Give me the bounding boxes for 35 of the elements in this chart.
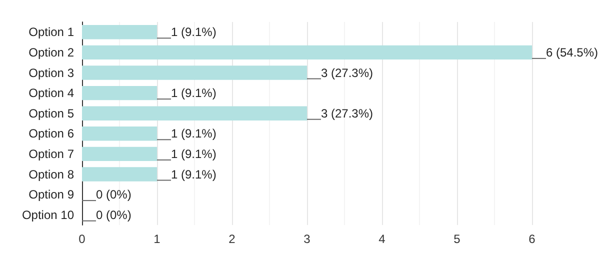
y-tick-label: Option 7	[28, 146, 74, 161]
data-label: 1 (9.1%)	[171, 86, 216, 100]
data-label: 6 (54.5%)	[546, 45, 598, 60]
x-tick-label: 0	[78, 232, 86, 246]
x-tick-label: 3	[304, 232, 311, 246]
data-label: 3 (27.3%)	[321, 106, 374, 120]
bar	[82, 86, 157, 100]
y-tick-label: Option 1	[28, 25, 74, 40]
y-tick-label: Option 10	[22, 208, 74, 222]
data-label: 1 (9.1%)	[171, 25, 216, 40]
y-tick-label: Option 5	[28, 106, 74, 120]
bar	[82, 146, 157, 162]
data-label: 3 (27.3%)	[321, 66, 374, 80]
x-tick-label: 2	[228, 232, 236, 246]
x-tick-label: 5	[454, 232, 461, 246]
x-tick-label: 4	[378, 232, 386, 246]
bar	[82, 126, 157, 141]
x-tick-label: 6	[528, 232, 536, 246]
bar	[82, 25, 157, 40]
data-label: 0 (0%)	[96, 188, 132, 202]
y-tick-label: Option 3	[28, 66, 74, 80]
y-tick-label: Option 6	[28, 126, 74, 141]
y-tick-label: Option 4	[28, 86, 74, 100]
y-tick-label: Option 8	[28, 167, 74, 182]
data-label: 1 (9.1%)	[171, 167, 216, 182]
data-label: 1 (9.1%)	[171, 146, 216, 161]
bar	[82, 66, 307, 80]
x-tick-label: 1	[154, 232, 161, 246]
data-label: 0 (0%)	[96, 208, 132, 222]
data-label: 1 (9.1%)	[171, 126, 216, 141]
bar	[82, 167, 157, 182]
y-tick-label: Option 2	[28, 45, 74, 60]
bar	[82, 45, 532, 60]
bar	[82, 106, 307, 120]
y-tick-label: Option 9	[28, 188, 74, 202]
